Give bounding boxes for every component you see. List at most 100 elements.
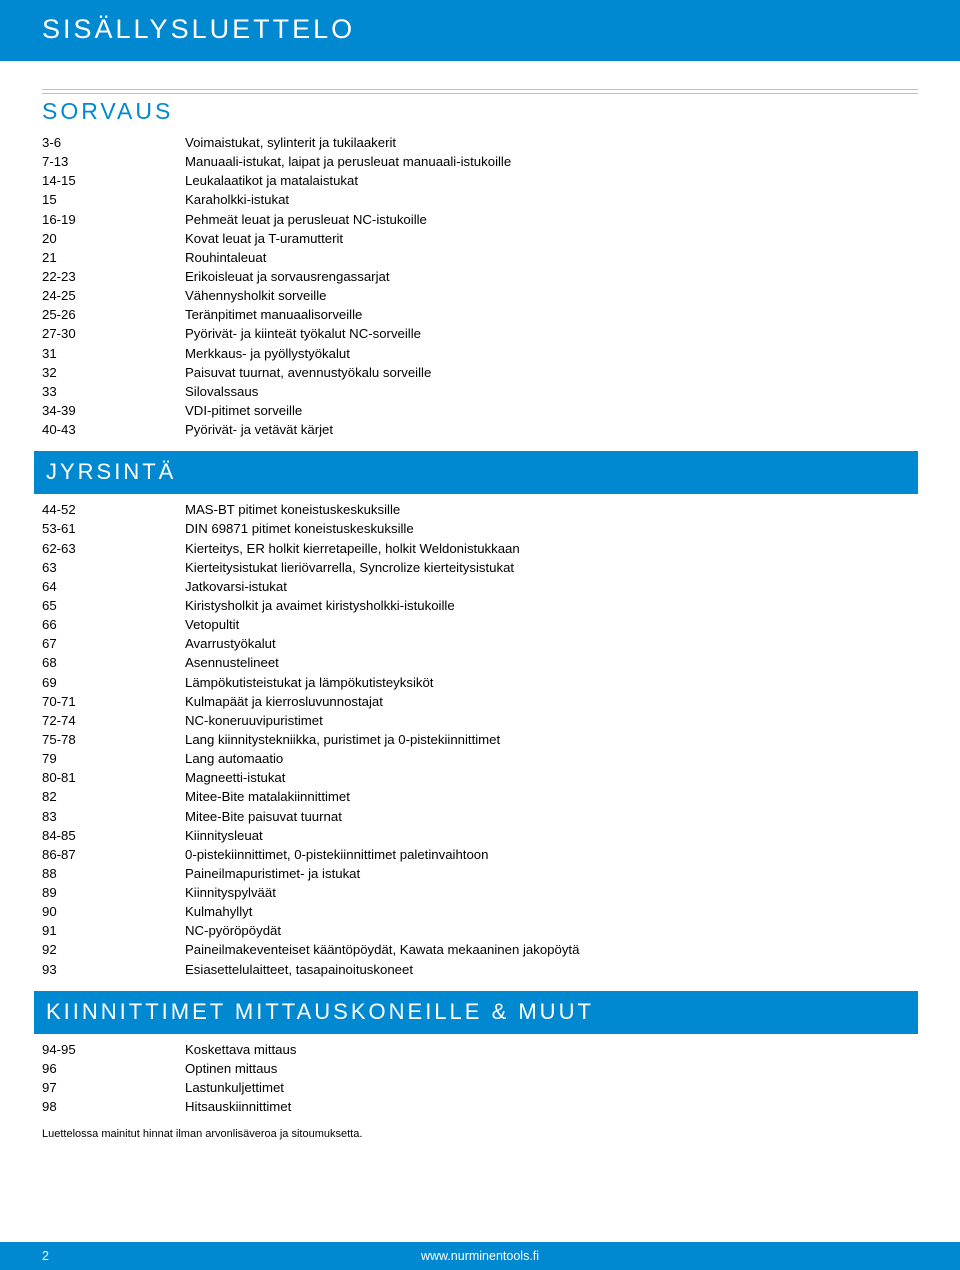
toc-row: 62-63Kierteitys, ER holkit kierretapeill… (42, 539, 918, 558)
toc-page-range: 53-61 (42, 519, 185, 538)
toc-description: Voimaistukat, sylinterit ja tukilaakerit (185, 133, 918, 152)
toc-description: Lang automaatio (185, 749, 918, 768)
toc-row: 79Lang automaatio (42, 749, 918, 768)
toc-description: Kiristysholkit ja avaimet kiristysholkki… (185, 596, 918, 615)
toc-page-range: 44-52 (42, 500, 185, 519)
toc-row: 82Mitee-Bite matalakiinnittimet (42, 787, 918, 806)
page-title: SISÄLLYSLUETTELO (42, 14, 355, 44)
toc-page-range: 31 (42, 344, 185, 363)
toc-description: Lastunkuljettimet (185, 1078, 918, 1097)
toc-description: Vetopultit (185, 615, 918, 634)
toc-page-range: 33 (42, 382, 185, 401)
toc-description: Leukalaatikot ja matalaistukat (185, 171, 918, 190)
toc-row: 98Hitsauskiinnittimet (42, 1097, 918, 1116)
toc-row: 33Silovalssaus (42, 382, 918, 401)
toc-row: 83Mitee-Bite paisuvat tuurnat (42, 807, 918, 826)
toc-page-range: 69 (42, 673, 185, 692)
toc-description: Mitee-Bite matalakiinnittimet (185, 787, 918, 806)
toc-description: Pyörivät- ja kiinteät työkalut NC-sorvei… (185, 324, 918, 343)
toc-page-range: 21 (42, 248, 185, 267)
toc-description: Kovat leuat ja T-uramutterit (185, 229, 918, 248)
toc-page-range: 3-6 (42, 133, 185, 152)
toc-row: 34-39VDI-pitimet sorveille (42, 401, 918, 420)
footer-bar: 2 www.nurminentools.fi (0, 1242, 960, 1270)
toc-page-range: 68 (42, 653, 185, 672)
toc-page-range: 16-19 (42, 210, 185, 229)
content-area: SORVAUS 3-6Voimaistukat, sylinterit ja tu… (0, 89, 960, 1140)
toc-description: NC-koneruuvipuristimet (185, 711, 918, 730)
toc-row: 70-71Kulmapäät ja kierrosluvunnostajat (42, 692, 918, 711)
toc-page-range: 72-74 (42, 711, 185, 730)
toc-page-range: 66 (42, 615, 185, 634)
toc-description: VDI-pitimet sorveille (185, 401, 918, 420)
toc-page-range: 90 (42, 902, 185, 921)
footnote: Luettelossa mainitut hinnat ilman arvonl… (42, 1128, 918, 1140)
toc-list: 44-52MAS-BT pitimet koneistuskeskuksille… (42, 500, 918, 979)
toc-description: Kierteitys, ER holkit kierretapeille, ho… (185, 539, 918, 558)
toc-page-range: 7-13 (42, 152, 185, 171)
toc-description: Avarrustyökalut (185, 634, 918, 653)
toc-page-range: 15 (42, 190, 185, 209)
toc-description: Hitsauskiinnittimet (185, 1097, 918, 1116)
toc-row: 14-15Leukalaatikot ja matalaistukat (42, 171, 918, 190)
toc-row: 66Vetopultit (42, 615, 918, 634)
toc-description: Esiasettelulaitteet, tasapainoituskoneet (185, 960, 918, 979)
toc-page-range: 84-85 (42, 826, 185, 845)
toc-page-range: 65 (42, 596, 185, 615)
toc-row: 25-26Teränpitimet manuaalisorveille (42, 305, 918, 324)
toc-description: Silovalssaus (185, 382, 918, 401)
toc-description: Jatkovarsi-istukat (185, 577, 918, 596)
toc-page-range: 14-15 (42, 171, 185, 190)
toc-row: 21Rouhintaleuat (42, 248, 918, 267)
toc-row: 94-95Koskettava mittaus (42, 1040, 918, 1059)
section-heading-wrap: SORVAUS (42, 89, 918, 125)
toc-description: MAS-BT pitimet koneistuskeskuksille (185, 500, 918, 519)
toc-row: 72-74NC-koneruuvipuristimet (42, 711, 918, 730)
toc-description: Kulmapäät ja kierrosluvunnostajat (185, 692, 918, 711)
section-heading: SORVAUS (42, 93, 918, 125)
toc-description: Teränpitimet manuaalisorveille (185, 305, 918, 324)
toc-description: Mitee-Bite paisuvat tuurnat (185, 807, 918, 826)
toc-page-range: 80-81 (42, 768, 185, 787)
toc-row: 32Paisuvat tuurnat, avennustyökalu sorve… (42, 363, 918, 382)
toc-row: 31Merkkaus- ja pyöllystyökalut (42, 344, 918, 363)
toc-row: 75-78Lang kiinnitystekniikka, puristimet… (42, 730, 918, 749)
toc-page-range: 67 (42, 634, 185, 653)
toc-page-range: 63 (42, 558, 185, 577)
toc-page-range: 32 (42, 363, 185, 382)
toc-description: Merkkaus- ja pyöllystyökalut (185, 344, 918, 363)
toc-description: Asennustelineet (185, 653, 918, 672)
toc-row: 86-870-pistekiinnittimet, 0-pistekiinnit… (42, 845, 918, 864)
toc-description: Vähennysholkit sorveille (185, 286, 918, 305)
toc-description: Paisuvat tuurnat, avennustyökalu sorveil… (185, 363, 918, 382)
toc-page-range: 93 (42, 960, 185, 979)
toc-description: Paineilmapuristimet- ja istukat (185, 864, 918, 883)
toc-description: NC-pyöröpöydät (185, 921, 918, 940)
section-banner: JYRSINTÄ (34, 451, 918, 494)
toc-page-range: 40-43 (42, 420, 185, 439)
toc-page-range: 98 (42, 1097, 185, 1116)
toc-page-range: 24-25 (42, 286, 185, 305)
toc-row: 91NC-pyöröpöydät (42, 921, 918, 940)
toc-row: 89Kiinnityspylväät (42, 883, 918, 902)
toc-description: Paineilmakeventeiset kääntöpöydät, Kawat… (185, 940, 918, 959)
toc-row: 96Optinen mittaus (42, 1059, 918, 1078)
toc-page-range: 82 (42, 787, 185, 806)
footer-url: www.nurminentools.fi (421, 1249, 539, 1263)
toc-row: 92Paineilmakeventeiset kääntöpöydät, Kaw… (42, 940, 918, 959)
toc-page-range: 34-39 (42, 401, 185, 420)
toc-row: 88Paineilmapuristimet- ja istukat (42, 864, 918, 883)
toc-page-range: 20 (42, 229, 185, 248)
toc-row: 68Asennustelineet (42, 653, 918, 672)
toc-row: 80-81Magneetti-istukat (42, 768, 918, 787)
footer-page-number: 2 (42, 1249, 49, 1263)
toc-row: 24-25Vähennysholkit sorveille (42, 286, 918, 305)
toc-page-range: 96 (42, 1059, 185, 1078)
toc-description: Lang kiinnitystekniikka, puristimet ja 0… (185, 730, 918, 749)
toc-description: Karaholkki-istukat (185, 190, 918, 209)
toc-description: Koskettava mittaus (185, 1040, 918, 1059)
toc-description: Lämpökutisteistukat ja lämpökutisteyksik… (185, 673, 918, 692)
toc-description: DIN 69871 pitimet koneistuskeskuksille (185, 519, 918, 538)
toc-page-range: 22-23 (42, 267, 185, 286)
toc-page-range: 25-26 (42, 305, 185, 324)
